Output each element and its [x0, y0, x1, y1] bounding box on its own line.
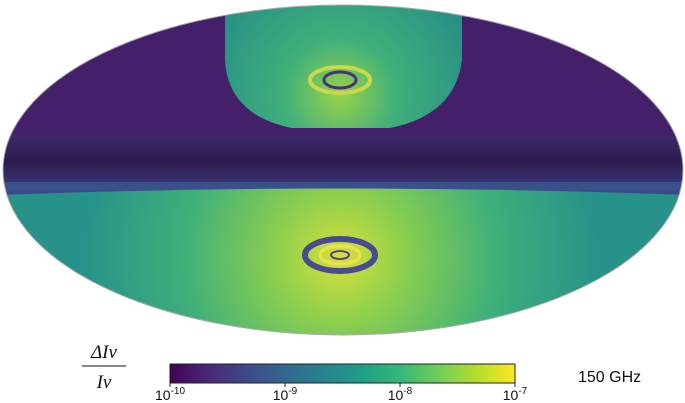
tick-base: 10 — [388, 387, 404, 403]
tick-base: 10 — [155, 387, 171, 403]
colorbar-tick-label: 10-9 — [273, 386, 298, 403]
tick-exponent: -10 — [171, 386, 186, 397]
sky-map — [3, 5, 683, 335]
tick-exponent: -9 — [288, 386, 297, 397]
tick-exponent: -7 — [518, 386, 527, 397]
map-outline — [2, 4, 684, 336]
tick-exponent: -8 — [403, 386, 412, 397]
colorbar-label-denominator: Iν — [96, 372, 112, 393]
colorbar-tick-label: 10-8 — [388, 386, 413, 403]
colorbar-tick-label: 10-10 — [155, 386, 185, 403]
frequency-label: 150 GHz — [578, 369, 641, 386]
tick-base: 10 — [273, 387, 289, 403]
colorbar-tick-label: 10-7 — [503, 386, 528, 403]
colorbar-label-numerator: ΔIν — [90, 342, 117, 363]
colorbar — [169, 363, 516, 384]
tick-base: 10 — [503, 387, 519, 403]
